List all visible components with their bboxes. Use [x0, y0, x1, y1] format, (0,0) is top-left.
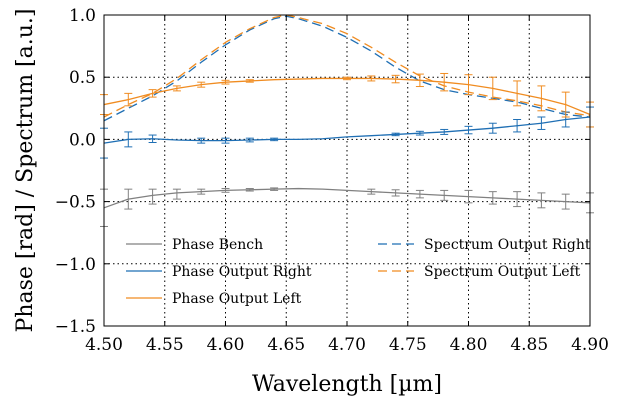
legend-label: Phase Output Right — [172, 264, 312, 280]
y-tick-label: 0.5 — [69, 68, 96, 88]
error-bar — [391, 189, 400, 197]
error-bar — [513, 80, 522, 107]
error-bar — [367, 188, 376, 195]
error-bar — [415, 189, 424, 199]
error-bar — [245, 137, 254, 143]
y-axis-label: Phase [rad] / Spectrum [a.u.] — [13, 9, 38, 333]
x-axis-label: Wavelength [µm] — [252, 372, 442, 397]
error-bar — [124, 92, 133, 107]
error-bar — [537, 85, 546, 112]
legend-item-spectrum-output-left: Spectrum Output Left — [378, 264, 581, 280]
legend-item-spectrum-output-right: Spectrum Output Right — [378, 237, 591, 253]
error-bar — [561, 193, 570, 210]
error-bar — [148, 134, 157, 144]
legend-item-phase-output-right: Phase Output Right — [126, 264, 312, 280]
error-bar — [124, 188, 133, 210]
error-bar — [440, 128, 449, 135]
error-bar — [513, 191, 522, 208]
series-line-spectrum-output-right — [103, 15, 591, 122]
x-tick-label: 4.55 — [146, 335, 184, 355]
x-tick-label: 4.70 — [328, 335, 366, 355]
legend-label: Phase Bench — [172, 237, 263, 253]
error-bar — [148, 188, 157, 205]
legend-label: Spectrum Output Left — [424, 264, 581, 280]
error-bar — [245, 188, 254, 192]
y-tick-label: −1.5 — [55, 317, 96, 337]
y-tick-label: 0.0 — [69, 130, 96, 150]
error-bar — [197, 81, 206, 88]
x-tick-label: 4.60 — [207, 335, 245, 355]
legend-item-phase-bench: Phase Bench — [126, 237, 263, 253]
error-bar — [270, 137, 279, 142]
error-bar — [488, 76, 497, 101]
error-bar — [221, 188, 230, 193]
x-tick-label: 4.80 — [450, 335, 488, 355]
series-line-spectrum-output-left — [103, 14, 591, 118]
legend-label: Phase Output Left — [172, 291, 302, 307]
error-bar — [221, 79, 230, 85]
ticks: 4.50 4.55 4.60 4.65 4.70 4.75 4.80 4.85 4.90 −1.5… — [55, 6, 609, 355]
x-tick-label: 4.50 — [85, 335, 123, 355]
error-bar — [537, 192, 546, 209]
series-layer — [100, 14, 594, 227]
error-bar — [513, 118, 522, 133]
error-bar — [172, 188, 181, 200]
error-bar — [464, 74, 473, 96]
series-line-phase-output-right — [103, 116, 591, 144]
legend: Phase Bench Phase Output Right Phase Outpu… — [126, 237, 591, 307]
error-bar — [172, 85, 181, 92]
error-bar — [440, 72, 449, 92]
error-bar — [367, 75, 376, 82]
legend-item-phase-output-left: Phase Output Left — [126, 291, 302, 307]
error-bar — [124, 131, 133, 148]
error-bar — [391, 132, 400, 137]
x-tick-label: 4.90 — [571, 335, 609, 355]
error-bar — [440, 189, 449, 201]
x-tick-label: 4.65 — [267, 335, 305, 355]
error-bar — [415, 130, 424, 136]
x-tick-label: 4.75 — [389, 335, 427, 355]
error-bar — [148, 89, 157, 98]
series-line-phase-bench — [103, 187, 591, 209]
y-tick-label: −0.5 — [55, 193, 96, 213]
y-tick-label: −1.0 — [55, 255, 96, 275]
error-bar — [197, 137, 206, 144]
error-bar — [488, 122, 497, 134]
error-bar — [221, 137, 230, 144]
error-bar — [343, 76, 351, 81]
error-bar — [464, 189, 473, 204]
x-tick-label: 4.85 — [510, 335, 548, 355]
error-bar — [488, 191, 497, 205]
error-bar — [561, 91, 570, 118]
y-tick-label: 1.0 — [69, 6, 96, 26]
error-bar — [270, 187, 279, 191]
legend-label: Spectrum Output Right — [424, 237, 591, 253]
error-bar — [391, 74, 400, 84]
error-bar — [537, 116, 546, 130]
error-bar — [197, 188, 206, 195]
error-bar — [464, 125, 473, 135]
error-bar — [245, 79, 254, 83]
error-bar — [415, 73, 424, 88]
